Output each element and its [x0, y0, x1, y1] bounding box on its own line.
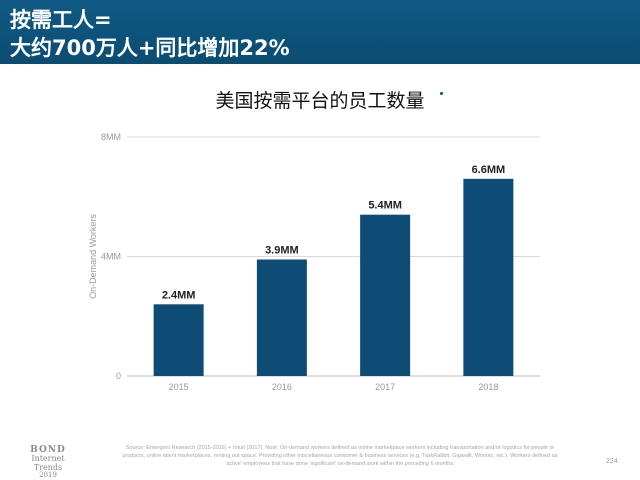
- y-tick-label: 4MM: [101, 252, 121, 262]
- header-title-line2: 大约700万人+同比增加22%: [10, 36, 290, 60]
- page-number: 224: [606, 458, 618, 465]
- x-tick-label: 2018: [478, 382, 498, 392]
- y-tick-label: 0: [116, 371, 121, 381]
- header-title-line1: 按需工人=: [10, 8, 112, 32]
- logo-line1: BOND: [30, 445, 66, 455]
- bar-value-label: 2.4MM: [162, 289, 196, 301]
- bar-value-label: 5.4MM: [368, 200, 402, 212]
- bar: [256, 259, 307, 376]
- x-tick-label: 2015: [169, 382, 189, 392]
- source-note: Source: Emergent Research (2015-2016) + …: [122, 445, 558, 467]
- bar: [153, 304, 204, 376]
- logo-line3: 2019: [39, 471, 57, 480]
- decorative-dot: [440, 92, 443, 95]
- bar: [463, 178, 514, 376]
- logo-line2: Internet Trends: [31, 454, 65, 472]
- x-tick-label: 2016: [272, 382, 292, 392]
- bar: [360, 214, 411, 376]
- slide-header: 按需工人= 大约700万人+同比增加22%: [0, 0, 640, 64]
- bar-value-label: 6.6MM: [472, 164, 506, 176]
- y-axis-label: On-Demand Workers: [88, 214, 98, 299]
- y-tick-label: 8MM: [101, 132, 121, 142]
- bar-value-label: 3.9MM: [265, 244, 299, 256]
- bond-logo: BOND Internet Trends 2019: [18, 445, 78, 480]
- chart-title: 美国按需平台的员工数量: [215, 90, 425, 112]
- x-tick-label: 2017: [375, 382, 395, 392]
